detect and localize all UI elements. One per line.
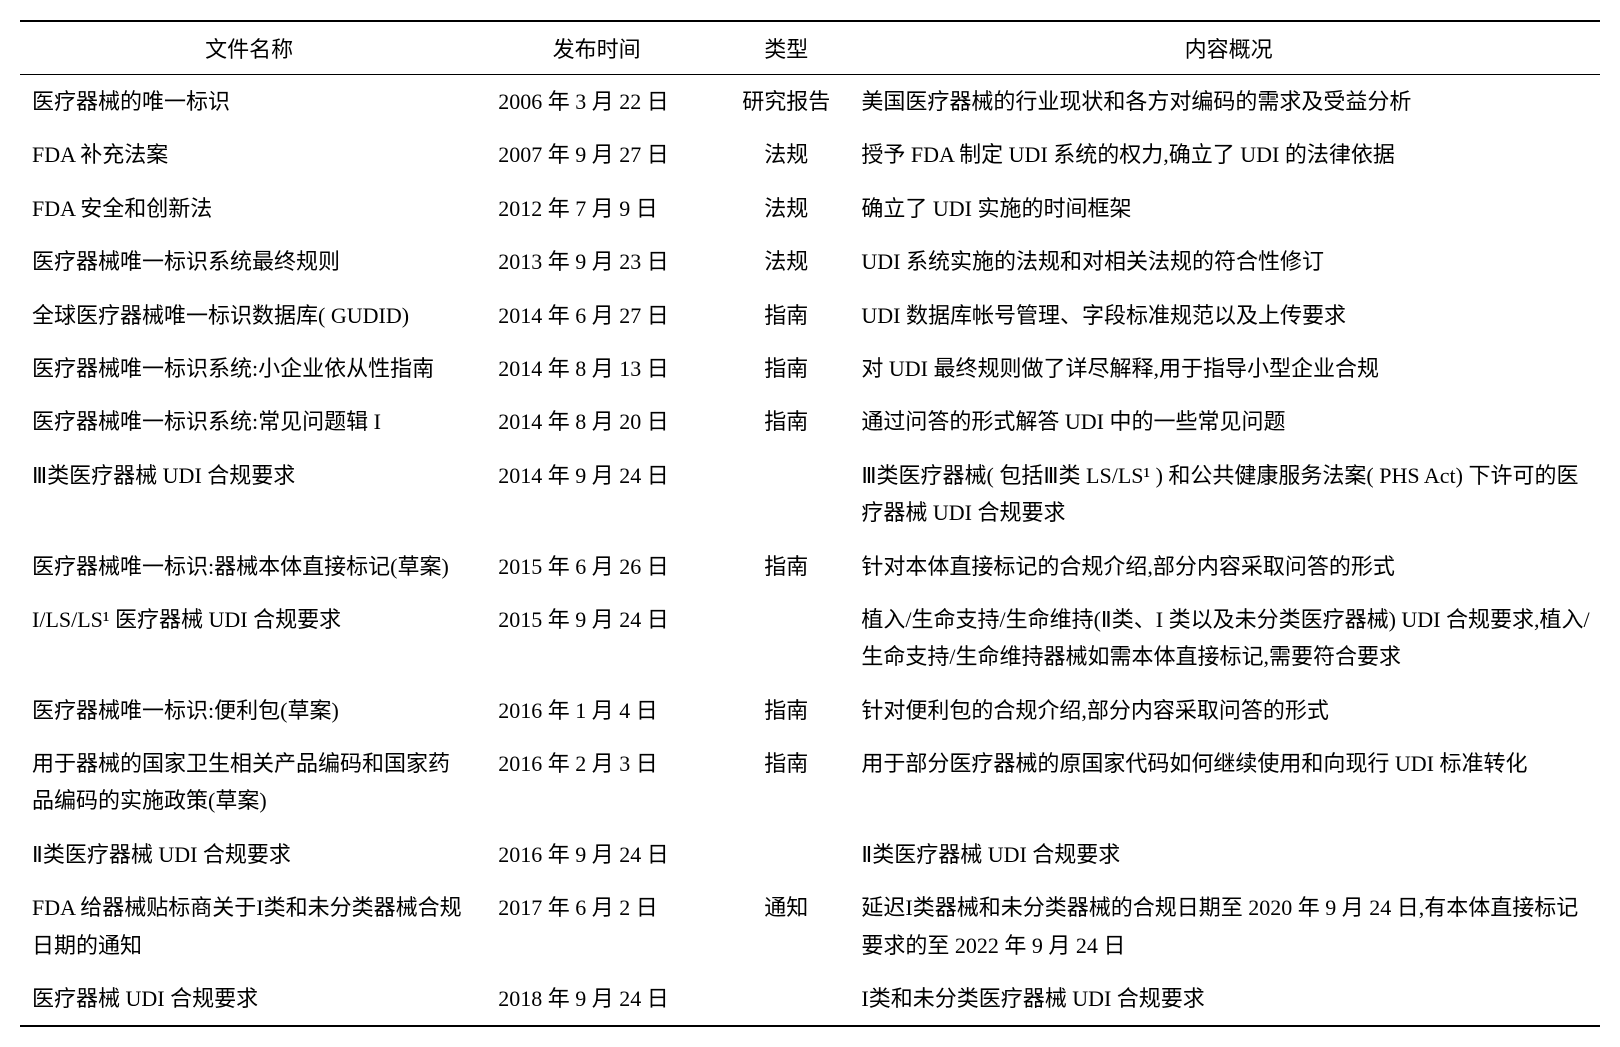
- cell-type: [715, 972, 857, 1026]
- table-row: FDA 补充法案2007 年 9 月 27 日法规授予 FDA 制定 UDI 系…: [20, 128, 1600, 181]
- table-row: Ⅱ类医疗器械 UDI 合规要求2016 年 9 月 24 日Ⅱ类医疗器械 UDI…: [20, 828, 1600, 881]
- cell-summary: 通过问答的形式解答 UDI 中的一些常见问题: [857, 395, 1600, 448]
- table-header-row: 文件名称 发布时间 类型 内容概况: [20, 21, 1600, 75]
- cell-type: [715, 828, 857, 881]
- table-row: 用于器械的国家卫生相关产品编码和国家药品编码的实施政策(草案)2016 年 2 …: [20, 737, 1600, 828]
- cell-name: 医疗器械唯一标识:便利包(草案): [20, 684, 478, 737]
- cell-date: 2014 年 6 月 27 日: [478, 289, 715, 342]
- cell-summary: 对 UDI 最终规则做了详尽解释,用于指导小型企业合规: [857, 342, 1600, 395]
- cell-type: 指南: [715, 540, 857, 593]
- cell-type: 法规: [715, 182, 857, 235]
- cell-summary: Ⅲ类医疗器械( 包括Ⅲ类 LS/LS¹ ) 和公共健康服务法案( PHS Act…: [857, 449, 1600, 540]
- cell-type: 指南: [715, 395, 857, 448]
- header-date: 发布时间: [478, 21, 715, 75]
- cell-name: FDA 给器械贴标商关于I类和未分类器械合规日期的通知: [20, 881, 478, 972]
- table-row: 全球医疗器械唯一标识数据库( GUDID)2014 年 6 月 27 日指南UD…: [20, 289, 1600, 342]
- table-row: 医疗器械唯一标识系统最终规则2013 年 9 月 23 日法规UDI 系统实施的…: [20, 235, 1600, 288]
- cell-type: [715, 449, 857, 540]
- header-summary: 内容概况: [857, 21, 1600, 75]
- cell-name: 医疗器械唯一标识:器械本体直接标记(草案): [20, 540, 478, 593]
- cell-date: 2016 年 9 月 24 日: [478, 828, 715, 881]
- cell-date: 2017 年 6 月 2 日: [478, 881, 715, 972]
- cell-date: 2013 年 9 月 23 日: [478, 235, 715, 288]
- cell-summary: UDI 数据库帐号管理、字段标准规范以及上传要求: [857, 289, 1600, 342]
- cell-name: FDA 安全和创新法: [20, 182, 478, 235]
- cell-date: 2014 年 8 月 13 日: [478, 342, 715, 395]
- table-row: 医疗器械 UDI 合规要求2018 年 9 月 24 日 I类和未分类医疗器械 U…: [20, 972, 1600, 1026]
- cell-name: 医疗器械的唯一标识: [20, 75, 478, 129]
- header-name: 文件名称: [20, 21, 478, 75]
- cell-type: 研究报告: [715, 75, 857, 129]
- cell-date: 2016 年 1 月 4 日: [478, 684, 715, 737]
- cell-type: 指南: [715, 684, 857, 737]
- table-row: 医疗器械唯一标识系统:小企业依从性指南2014 年 8 月 13 日指南对 UD…: [20, 342, 1600, 395]
- cell-summary: Ⅱ类医疗器械 UDI 合规要求: [857, 828, 1600, 881]
- cell-name: Ⅲ类医疗器械 UDI 合规要求: [20, 449, 478, 540]
- cell-date: 2006 年 3 月 22 日: [478, 75, 715, 129]
- cell-type: 通知: [715, 881, 857, 972]
- table-row: 医疗器械的唯一标识2006 年 3 月 22 日研究报告美国医疗器械的行业现状和…: [20, 75, 1600, 129]
- cell-name: I/LS/LS¹ 医疗器械 UDI 合规要求: [20, 593, 478, 684]
- cell-type: 指南: [715, 342, 857, 395]
- cell-date: 2016 年 2 月 3 日: [478, 737, 715, 828]
- cell-date: 2015 年 6 月 26 日: [478, 540, 715, 593]
- cell-type: 法规: [715, 128, 857, 181]
- table-body: 医疗器械的唯一标识2006 年 3 月 22 日研究报告美国医疗器械的行业现状和…: [20, 75, 1600, 1027]
- cell-date: 2007 年 9 月 27 日: [478, 128, 715, 181]
- cell-name: 全球医疗器械唯一标识数据库( GUDID): [20, 289, 478, 342]
- cell-name: 医疗器械唯一标识系统最终规则: [20, 235, 478, 288]
- cell-date: 2014 年 9 月 24 日: [478, 449, 715, 540]
- cell-summary: 授予 FDA 制定 UDI 系统的权力,确立了 UDI 的法律依据: [857, 128, 1600, 181]
- cell-name: 医疗器械唯一标识系统:常见问题辑 I: [20, 395, 478, 448]
- cell-name: FDA 补充法案: [20, 128, 478, 181]
- table-row: Ⅲ类医疗器械 UDI 合规要求2014 年 9 月 24 日 Ⅲ类医疗器械( 包括…: [20, 449, 1600, 540]
- cell-name: 医疗器械唯一标识系统:小企业依从性指南: [20, 342, 478, 395]
- cell-name: 用于器械的国家卫生相关产品编码和国家药品编码的实施政策(草案): [20, 737, 478, 828]
- cell-summary: 针对本体直接标记的合规介绍,部分内容采取问答的形式: [857, 540, 1600, 593]
- table-row: 医疗器械唯一标识系统:常见问题辑 I2014 年 8 月 20 日指南通过问答的…: [20, 395, 1600, 448]
- cell-summary: 植入/生命支持/生命维持(Ⅱ类、I 类以及未分类医疗器械) UDI 合规要求,植…: [857, 593, 1600, 684]
- cell-summary: I类和未分类医疗器械 UDI 合规要求: [857, 972, 1600, 1026]
- cell-date: 2014 年 8 月 20 日: [478, 395, 715, 448]
- cell-summary: 用于部分医疗器械的原国家代码如何继续使用和向现行 UDI 标准转化: [857, 737, 1600, 828]
- cell-summary: 针对便利包的合规介绍,部分内容采取问答的形式: [857, 684, 1600, 737]
- cell-date: 2015 年 9 月 24 日: [478, 593, 715, 684]
- cell-date: 2012 年 7 月 9 日: [478, 182, 715, 235]
- udi-documents-table: 文件名称 发布时间 类型 内容概况 医疗器械的唯一标识2006 年 3 月 22…: [20, 20, 1600, 1027]
- cell-summary: 确立了 UDI 实施的时间框架: [857, 182, 1600, 235]
- cell-name: Ⅱ类医疗器械 UDI 合规要求: [20, 828, 478, 881]
- cell-type: 指南: [715, 737, 857, 828]
- cell-summary: 延迟I类器械和未分类器械的合规日期至 2020 年 9 月 24 日,有本体直接…: [857, 881, 1600, 972]
- cell-name: 医疗器械 UDI 合规要求: [20, 972, 478, 1026]
- cell-type: 指南: [715, 289, 857, 342]
- table-row: FDA 安全和创新法2012 年 7 月 9 日法规确立了 UDI 实施的时间框…: [20, 182, 1600, 235]
- header-type: 类型: [715, 21, 857, 75]
- cell-summary: 美国医疗器械的行业现状和各方对编码的需求及受益分析: [857, 75, 1600, 129]
- table-row: 医疗器械唯一标识:便利包(草案)2016 年 1 月 4 日指南针对便利包的合规…: [20, 684, 1600, 737]
- table-row: 医疗器械唯一标识:器械本体直接标记(草案)2015 年 6 月 26 日指南针对…: [20, 540, 1600, 593]
- cell-type: 法规: [715, 235, 857, 288]
- cell-summary: UDI 系统实施的法规和对相关法规的符合性修订: [857, 235, 1600, 288]
- table-row: FDA 给器械贴标商关于I类和未分类器械合规日期的通知2017 年 6 月 2 …: [20, 881, 1600, 972]
- table-row: I/LS/LS¹ 医疗器械 UDI 合规要求2015 年 9 月 24 日 植入/…: [20, 593, 1600, 684]
- cell-date: 2018 年 9 月 24 日: [478, 972, 715, 1026]
- cell-type: [715, 593, 857, 684]
